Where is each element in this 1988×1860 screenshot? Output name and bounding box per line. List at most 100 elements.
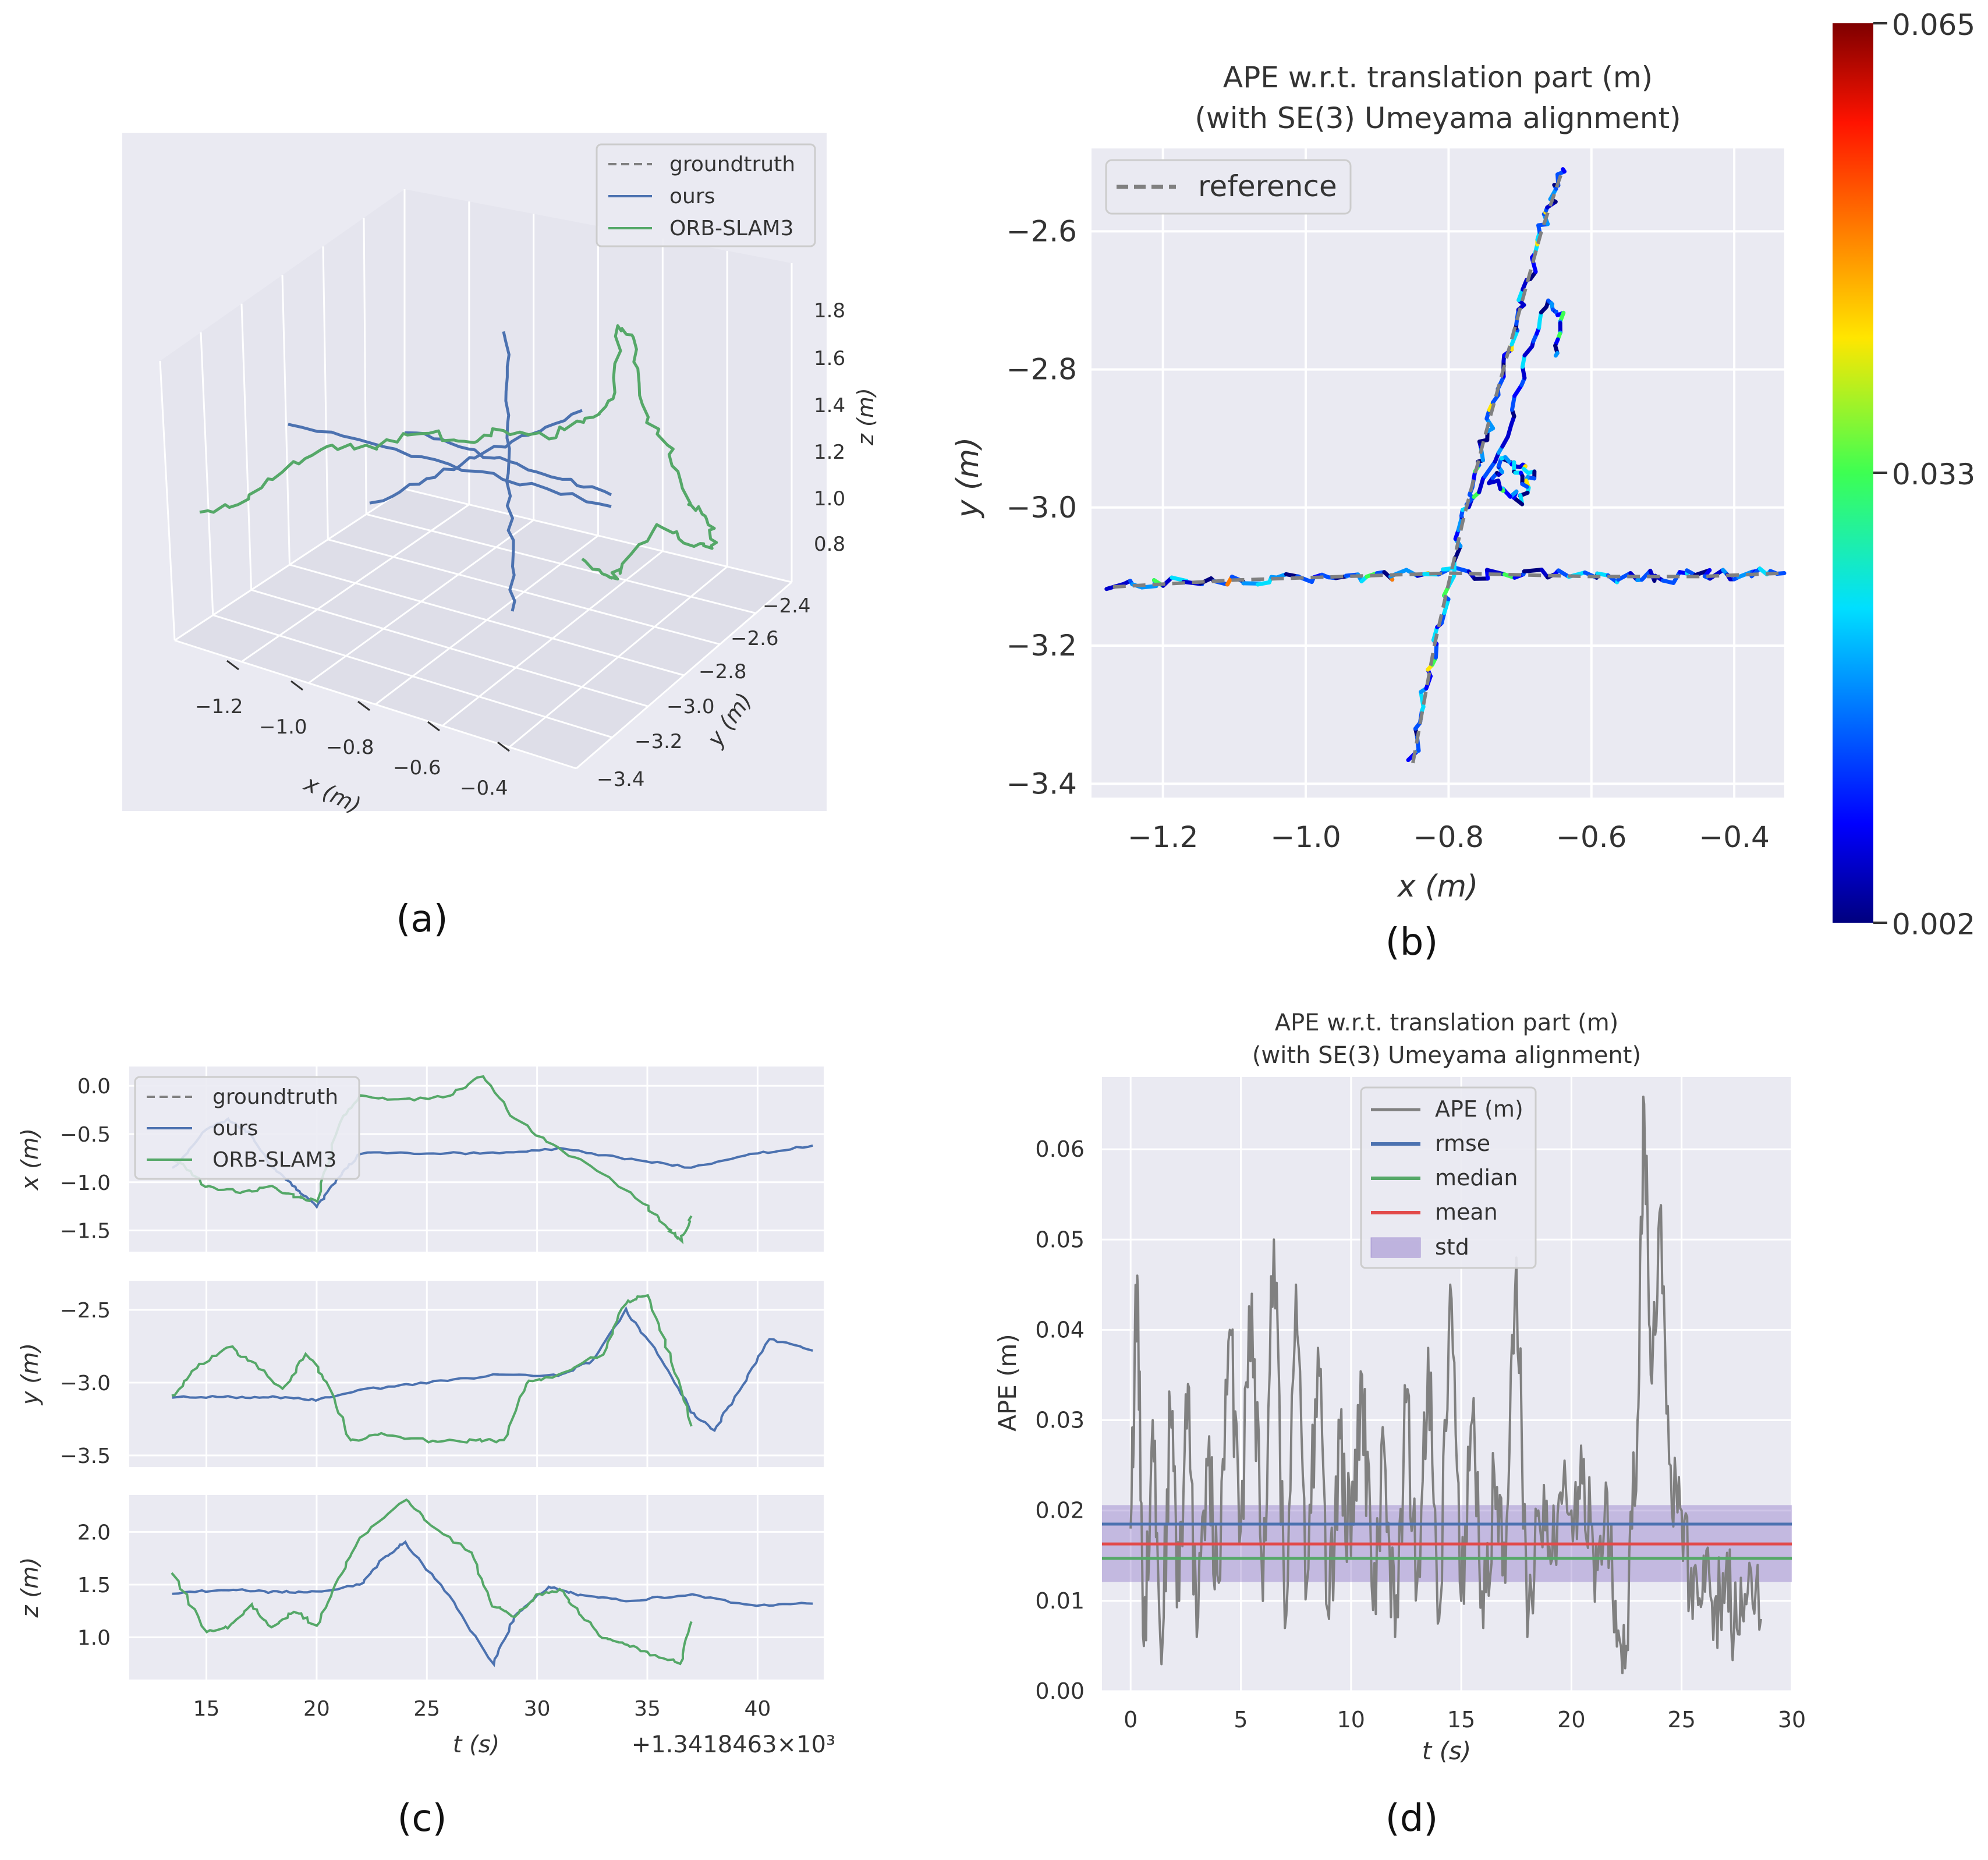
c-ytick-label: 2.0 <box>77 1521 111 1544</box>
a-ours-line <box>502 331 516 612</box>
panel-a-z-ticks: 1.8 1.6 1.4 1.2 1.0 0.8 <box>814 299 845 556</box>
a-grid-line <box>576 581 792 770</box>
b-trajectory-segment <box>1561 167 1567 174</box>
b-trajectory-segment <box>1442 597 1451 615</box>
b-trajectory-segment <box>1477 476 1486 495</box>
panel-a-trajectories <box>199 324 718 612</box>
d-xlabel: t (s) <box>1422 1737 1471 1765</box>
d-legend: APE (m) rmse median mean std <box>1360 1086 1537 1269</box>
a-ytick-1: −2.4 <box>763 594 811 618</box>
a-xtick-5: −0.4 <box>460 777 508 800</box>
a-xtick-3: −0.8 <box>326 736 374 759</box>
c-xtick-label: 20 <box>303 1697 330 1721</box>
c-ytick-label: −0.5 <box>60 1123 111 1147</box>
c-legend-orb: ORB-SLAM3 <box>212 1148 336 1172</box>
b-trajectory-segment <box>1736 569 1755 579</box>
b-trajectory <box>1104 167 1787 764</box>
b-xtick-label: −1.2 <box>1128 820 1198 854</box>
b-trajectory-segment <box>1553 350 1560 358</box>
d-legend-rmse: rmse <box>1435 1131 1490 1156</box>
b-reference-line <box>1411 168 1565 764</box>
b-colorbar: 0.065 0.033 0.002 <box>1833 8 1975 941</box>
panel-a-3d-plot: −1.2 −1.0 −0.8 −0.6 −0.4 x (m) −2.4 −2.6… <box>122 133 878 819</box>
b-colorbar-min: 0.002 <box>1892 908 1975 941</box>
panel-a-back-pane <box>160 189 792 640</box>
a-ours-line <box>288 423 612 508</box>
a-ytick-4: −3.0 <box>667 695 715 718</box>
a-ytick-5: −3.2 <box>635 730 683 753</box>
d-ticks: 0 5 10 15 20 25 30 0.00 0.01 0.02 0.03 0.04 0.05 0.06 <box>1035 1136 1806 1733</box>
b-ylabel: y (m) <box>951 437 986 519</box>
b-reference-line <box>1112 571 1785 589</box>
c-orb-line <box>171 1294 693 1444</box>
a-ytick-3: −2.8 <box>699 660 747 683</box>
a-grid-line <box>363 218 367 515</box>
b-ytick-label: −3.0 <box>1007 491 1077 525</box>
d-legend-mean: mean <box>1435 1199 1498 1225</box>
panel-label-b: (b) <box>1385 921 1438 964</box>
c-xtick-label: 15 <box>193 1697 220 1721</box>
a-ztick-5: 1.0 <box>814 487 845 511</box>
d-ytick-label: 0.01 <box>1035 1588 1085 1614</box>
b-trajectory-segment <box>1483 459 1497 479</box>
c-orb-line <box>171 1075 693 1245</box>
a-orb-line <box>199 324 718 581</box>
a-legend-orb: ORB-SLAM3 <box>669 217 793 240</box>
a-ztick-3: 1.4 <box>814 394 845 417</box>
b-colorbar-max: 0.065 <box>1892 8 1975 42</box>
d-legend-ape: APE (m) <box>1435 1096 1523 1122</box>
b-trajectory-segment <box>1456 515 1464 533</box>
d-xtick-label: 20 <box>1557 1707 1585 1733</box>
b-xtick-label: −0.4 <box>1699 820 1769 854</box>
d-subtitle: (with SE(3) Umeyama alignment) <box>1252 1042 1641 1069</box>
d-legend-std-swatch <box>1370 1237 1421 1258</box>
a-grid-line <box>200 332 214 615</box>
c-ytick-label: −2.5 <box>60 1299 111 1323</box>
b-xlabel: x (m) <box>1397 869 1479 904</box>
a-grid-line <box>281 275 290 565</box>
c-ours-line <box>172 1540 813 1667</box>
panel-d-ape-timeseries: APE w.r.t. translation part (m) (with SE… <box>993 1009 1806 1765</box>
b-trajectory-segment <box>1520 481 1529 489</box>
c-ytick-label: −1.5 <box>60 1220 111 1243</box>
c-ylabel: y (m) <box>17 1343 44 1406</box>
c-xtick-label: 25 <box>413 1697 440 1721</box>
c-ytick-label: −3.0 <box>60 1372 111 1395</box>
d-ytick-label: 0.03 <box>1035 1408 1085 1433</box>
d-xtick-label: 5 <box>1234 1707 1248 1733</box>
b-xtick-label: −0.6 <box>1556 820 1626 854</box>
a-xtick-4: −0.6 <box>393 756 441 780</box>
c-ylabel: x (m) <box>17 1128 44 1192</box>
b-axes-background <box>1092 148 1784 798</box>
a-grid-line <box>240 303 253 590</box>
d-ytick-label: 0.06 <box>1035 1136 1085 1162</box>
b-trajectory-segment <box>1522 568 1544 573</box>
b-grid <box>1092 148 1784 798</box>
d-ytick-label: 0.00 <box>1035 1678 1085 1704</box>
a-ztick-6: 0.8 <box>814 533 845 556</box>
d-ylabel: APE (m) <box>993 1334 1022 1432</box>
panel-a-legend: groundtruth ours ORB-SLAM3 <box>596 143 816 247</box>
d-series <box>1102 1095 1792 1674</box>
c-ytick-label: −3.5 <box>60 1444 111 1468</box>
c-offset-label: +1.3418463×10³ <box>632 1731 835 1758</box>
a-legend-gt: groundtruth <box>669 153 795 176</box>
c-ytick-label: 1.0 <box>77 1627 111 1650</box>
c-xtick-label: 35 <box>634 1697 661 1721</box>
panel-a-floor-pane <box>175 489 792 768</box>
c-legend: groundtruth ours ORB-SLAM3 <box>134 1076 360 1180</box>
b-xtick-label: −0.8 <box>1413 820 1484 854</box>
c-xtick-label: 40 <box>744 1697 771 1721</box>
c-ytick-label: −1.0 <box>60 1171 111 1195</box>
c-legend-gt: groundtruth <box>212 1085 338 1109</box>
panel-c-xyz-timeseries: 0.0 −0.5 −1.0 −1.5 x (m) −2.5 −3.0 −3.5 y (m) 2.0… <box>17 1067 835 1758</box>
b-legend: reference <box>1105 159 1352 215</box>
b-colorbar-gradient <box>1833 23 1873 923</box>
b-ticks: −1.2 −1.0 −0.8 −0.6 −0.4 −2.6 −2.8 −3.0 −3.2 −3.4 <box>1007 214 1770 854</box>
b-trajectory-segment <box>1616 571 1633 582</box>
a-zlabel: z (m) <box>853 388 878 446</box>
d-xtick-label: 0 <box>1124 1707 1137 1733</box>
a-ours-line <box>369 409 583 505</box>
b-colorbar-mid: 0.033 <box>1892 458 1975 491</box>
